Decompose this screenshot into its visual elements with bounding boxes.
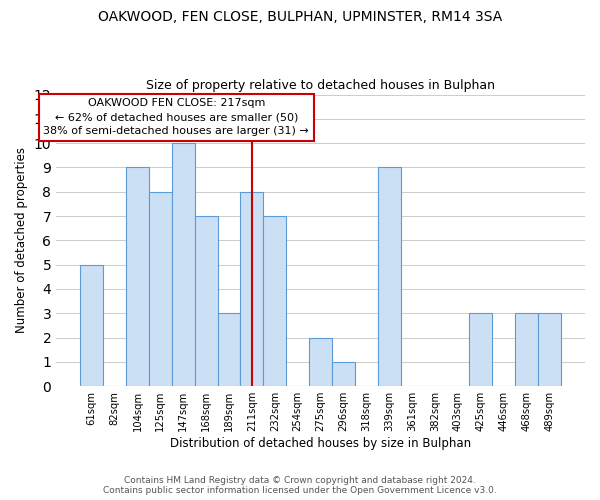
Text: OAKWOOD, FEN CLOSE, BULPHAN, UPMINSTER, RM14 3SA: OAKWOOD, FEN CLOSE, BULPHAN, UPMINSTER, … <box>98 10 502 24</box>
Bar <box>332 362 355 386</box>
Bar <box>80 264 103 386</box>
X-axis label: Distribution of detached houses by size in Bulphan: Distribution of detached houses by size … <box>170 437 471 450</box>
Bar <box>538 314 561 386</box>
Bar <box>378 168 401 386</box>
Bar <box>263 216 286 386</box>
Bar <box>469 314 492 386</box>
Title: Size of property relative to detached houses in Bulphan: Size of property relative to detached ho… <box>146 79 495 92</box>
Text: Contains HM Land Registry data © Crown copyright and database right 2024.
Contai: Contains HM Land Registry data © Crown c… <box>103 476 497 495</box>
Bar <box>309 338 332 386</box>
Bar <box>194 216 218 386</box>
Bar <box>126 168 149 386</box>
Bar <box>515 314 538 386</box>
Text: OAKWOOD FEN CLOSE: 217sqm
← 62% of detached houses are smaller (50)
38% of semi-: OAKWOOD FEN CLOSE: 217sqm ← 62% of detac… <box>43 98 309 136</box>
Bar <box>172 143 194 386</box>
Y-axis label: Number of detached properties: Number of detached properties <box>15 148 28 334</box>
Bar <box>218 314 241 386</box>
Bar <box>149 192 172 386</box>
Bar <box>241 192 263 386</box>
